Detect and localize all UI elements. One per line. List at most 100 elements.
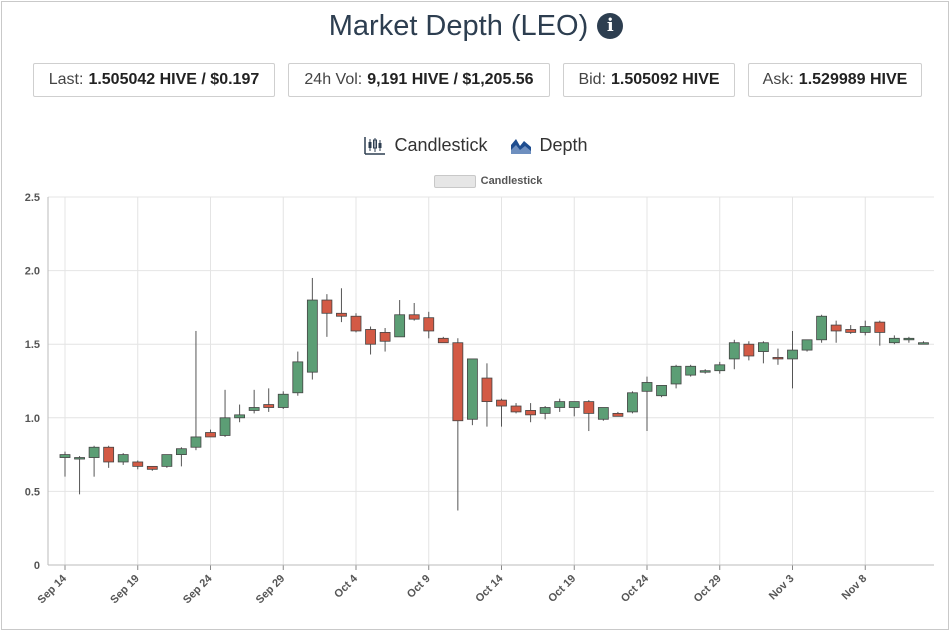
candle[interactable] [496, 398, 507, 427]
y-tick-label: 0 [34, 560, 40, 572]
x-tick-label: Nov 3 [767, 573, 797, 603]
candle[interactable] [117, 453, 129, 465]
candle[interactable] [568, 401, 580, 417]
candle[interactable] [816, 314, 827, 343]
candle[interactable] [306, 277, 318, 380]
stat-ask-label: Ask: [762, 71, 794, 88]
candle[interactable] [336, 288, 347, 323]
x-tick-label: Nov 8 [840, 573, 870, 603]
candle[interactable] [481, 363, 493, 427]
candle[interactable] [525, 403, 536, 423]
candle[interactable] [88, 445, 100, 477]
candle[interactable] [728, 339, 740, 370]
candle-body-down [437, 337, 449, 344]
candle[interactable] [627, 391, 638, 414]
candle-body-down [350, 315, 362, 332]
candle-body-down [510, 405, 522, 413]
candle-body-up [161, 454, 173, 467]
candle[interactable] [437, 336, 449, 344]
candle[interactable] [874, 320, 886, 346]
info-icon[interactable]: i [597, 13, 624, 39]
candle-body-up [74, 457, 85, 460]
candle[interactable] [918, 341, 929, 345]
candle[interactable] [74, 456, 85, 495]
candle[interactable] [554, 398, 566, 412]
stat-bid: Bid: 1.505092 HIVE [563, 63, 735, 97]
candle[interactable] [859, 320, 871, 336]
candle[interactable] [583, 400, 595, 432]
candle[interactable] [423, 311, 435, 339]
tab-depth[interactable]: Depth [510, 135, 588, 156]
candle-body-up [597, 407, 609, 420]
candle[interactable] [234, 404, 246, 423]
candle[interactable] [801, 339, 813, 352]
tab-candlestick[interactable]: Candlestick [364, 135, 488, 156]
candle[interactable] [190, 330, 202, 451]
candle[interactable] [758, 341, 769, 364]
candle[interactable] [175, 447, 187, 467]
candle[interactable] [656, 385, 667, 398]
candle[interactable] [597, 407, 609, 421]
candle[interactable] [539, 406, 551, 420]
candle[interactable] [394, 300, 406, 338]
candle-body-down [263, 404, 275, 408]
candle[interactable] [219, 389, 231, 437]
candle[interactable] [161, 454, 173, 468]
candle[interactable] [146, 465, 158, 471]
candle[interactable] [743, 341, 755, 361]
candle[interactable] [787, 330, 798, 389]
candle[interactable] [365, 326, 376, 355]
candle-body-up [277, 393, 289, 408]
candle-body-down [612, 412, 624, 417]
candle[interactable] [103, 445, 115, 468]
candle-body-up [728, 342, 740, 360]
candle[interactable] [888, 335, 900, 345]
stat-volume-label: 24h Vol: [304, 71, 363, 88]
candle[interactable] [466, 358, 478, 426]
candle[interactable] [263, 388, 275, 412]
candle[interactable] [685, 364, 697, 377]
candle[interactable] [205, 429, 216, 438]
candle[interactable] [772, 348, 784, 365]
candle[interactable] [714, 361, 726, 374]
candle[interactable] [845, 325, 857, 334]
stat-last-label: Last: [48, 71, 84, 88]
chart-legend[interactable]: Candlestick [0, 172, 952, 190]
candle-body-down [481, 377, 493, 403]
candle[interactable] [670, 364, 682, 389]
candle-body-up [190, 436, 202, 448]
stat-bid-label: Bid: [578, 71, 607, 88]
candle[interactable] [248, 389, 260, 414]
candle[interactable] [830, 320, 842, 343]
candle[interactable] [612, 411, 624, 417]
candle-body-up [234, 414, 246, 419]
legend-swatch [433, 174, 476, 188]
candle[interactable] [350, 313, 362, 333]
candle-body-up [219, 417, 231, 436]
candle[interactable] [379, 328, 391, 352]
stat-volume-value: 9,191 HIVE / $1,205.56 [367, 71, 534, 88]
candle[interactable] [321, 294, 333, 337]
x-tick-label: Sep 24 [181, 572, 215, 606]
tab-depth-label: Depth [539, 134, 588, 155]
candle-body-down [423, 317, 435, 332]
candle[interactable] [132, 460, 144, 470]
y-tick-label: 2.5 [25, 192, 40, 204]
candle-body-down [408, 314, 420, 320]
candle[interactable] [699, 369, 711, 374]
candle-body-down [103, 446, 115, 463]
candle-body-down [132, 461, 144, 467]
candle[interactable] [277, 391, 289, 409]
candle[interactable] [510, 403, 522, 414]
stat-ask-value: 1.529989 HIVE [798, 71, 908, 88]
candle-body-up [903, 337, 915, 341]
candle[interactable] [641, 376, 653, 432]
candle[interactable] [903, 336, 915, 343]
title-row: Market Depth (LEO) i [0, 6, 952, 46]
candle-body-down [365, 329, 376, 345]
candle-body-up [641, 382, 653, 392]
candle[interactable] [292, 351, 304, 396]
candle[interactable] [408, 302, 420, 321]
candle[interactable] [59, 451, 71, 477]
candle[interactable] [452, 338, 464, 511]
